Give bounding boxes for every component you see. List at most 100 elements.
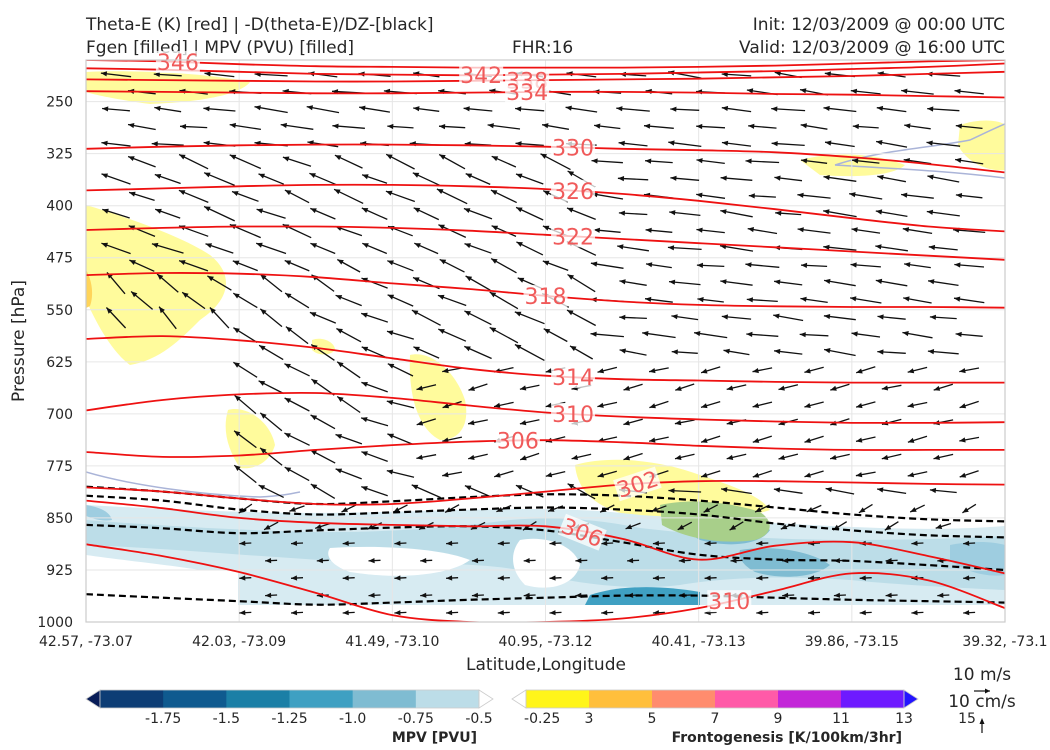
wind-vector-head [446, 610, 453, 616]
theta-e-label-bg [505, 81, 550, 104]
colorbar-label: Frontogenesis [K/100km/3hr] [672, 730, 902, 746]
wind-vector-head [694, 331, 701, 337]
wind-vector-head [265, 592, 272, 598]
wind-vector-head [755, 507, 762, 513]
wind-vector-head [623, 385, 630, 391]
wind-vector-head [284, 190, 292, 196]
wind-vector-head [701, 403, 708, 409]
wind-vector-head [438, 224, 445, 230]
wind-vector-head [678, 558, 685, 564]
wind-vector-head [361, 486, 368, 492]
wind-vector-head [704, 575, 711, 581]
wind-vector-head [645, 158, 652, 164]
wind-vector-head [234, 395, 241, 402]
wind-vector-head [756, 540, 763, 546]
wind-vector-head [726, 454, 734, 460]
wind-vector-head [747, 227, 754, 233]
y-tick-label: 925 [46, 563, 73, 579]
x-tick-label: 39.32, -73.1 [962, 634, 1047, 650]
wind-vector-head [959, 403, 967, 409]
theta-e-label-bg [551, 179, 596, 202]
y-tick-label: 850 [46, 511, 73, 527]
wind-vector-head [182, 292, 189, 298]
wind-vector-head [799, 332, 806, 338]
colorbars: -1.75 -1.5 -1.25 -1.0 -0.75 -0.5 -0.25 MPV [PVU… [85, 689, 976, 746]
wind-vector-head [496, 507, 503, 512]
wind-vector-head [797, 192, 804, 198]
wind-vector-head [542, 123, 549, 129]
wind-vector-head [153, 71, 160, 77]
wind-vector-head [232, 191, 239, 196]
wind-vector-head [310, 484, 318, 490]
colorbar-tick-label: -1.75 [145, 711, 181, 727]
colorbar-swatch [226, 690, 290, 708]
wind-vector-head [420, 558, 427, 564]
colorbar-extend-high [478, 689, 494, 709]
wind-vector-head [387, 294, 395, 300]
wind-vector-head [959, 368, 966, 374]
y-axis: 250 325 400 475 550 625 700 775 850 925 1000 [37, 95, 73, 631]
wind-vector-head [446, 575, 453, 581]
colorbar-swatch [163, 690, 227, 708]
wind-vector-head [804, 403, 811, 408]
wind-vector-head [701, 368, 708, 374]
wind-vector-head [752, 438, 760, 443]
wind-vector-head [911, 610, 918, 616]
wind-vector-head [670, 106, 677, 112]
wind-vector-head [284, 433, 291, 438]
valid-time: Valid: 12/03/2009 @ 16:00 UTC [739, 38, 1005, 58]
vector-key-vertical: 10 cm/s [948, 692, 1016, 712]
wind-vector-head [284, 363, 291, 369]
wind-vector-head [413, 346, 420, 352]
wind-vector-head [652, 575, 659, 581]
wind-vector-head [885, 592, 892, 598]
wind-vector-head [203, 140, 210, 146]
wind-vector-head [368, 592, 375, 598]
theta-e-contour [86, 183, 1005, 233]
wind-vector-head [730, 558, 737, 564]
x-tick-label: 39.86, -73.15 [805, 634, 899, 650]
wind-vector-head [464, 310, 471, 316]
wind-vector-head [824, 71, 831, 77]
wind-vector-head [101, 242, 108, 248]
colorbar-swatch [289, 690, 354, 708]
wind-vector-head [780, 524, 788, 530]
wind-vector-head [701, 472, 708, 478]
wind-vector-head [465, 276, 473, 282]
wind-vector-head [234, 430, 241, 437]
theta-e-label: 322 [552, 225, 594, 250]
wind-vector-head [282, 156, 290, 162]
wind-vector-head [516, 173, 523, 179]
wind-vector-head [669, 279, 676, 285]
theta-e-contour [86, 391, 1005, 424]
wind-vector-head [876, 140, 883, 146]
wind-vector-head [542, 260, 550, 266]
colorbar-tick-label: 13 [895, 711, 913, 727]
colorbar-tick-label: -0.25 [524, 711, 560, 727]
wind-vector-head [721, 487, 728, 493]
wind-vector-head [309, 173, 316, 178]
wind-vector-head [703, 507, 711, 513]
wind-vector-head [774, 70, 781, 76]
wind-vector-head [239, 540, 246, 546]
wind-vector-head [935, 524, 943, 529]
wind-vector-head [387, 260, 394, 266]
wind-vector-head [523, 592, 530, 598]
wind-vector-head [361, 417, 368, 423]
wind-vector-head [387, 330, 394, 336]
wind-vector-head [625, 524, 633, 530]
wind-vector-head [291, 575, 298, 581]
wind-vector-head [260, 274, 267, 281]
wind-vector-head [601, 610, 608, 616]
wind-vector-head [623, 455, 630, 461]
init-time: Init: 12/03/2009 @ 00:00 UTC [752, 15, 1005, 35]
y-tick-label: 250 [46, 95, 73, 111]
wind-vector-head [203, 106, 210, 112]
wind-vector-head [413, 207, 421, 213]
wind-vector-head [385, 190, 393, 196]
theta-e-label: 306 [497, 430, 539, 455]
wind-vector-head [926, 209, 934, 215]
wind-vector-head [720, 209, 727, 215]
title-line-2: Fgen [filled] | MPV (PVU) [filled] [86, 38, 355, 58]
wind-vector-head [178, 190, 186, 195]
